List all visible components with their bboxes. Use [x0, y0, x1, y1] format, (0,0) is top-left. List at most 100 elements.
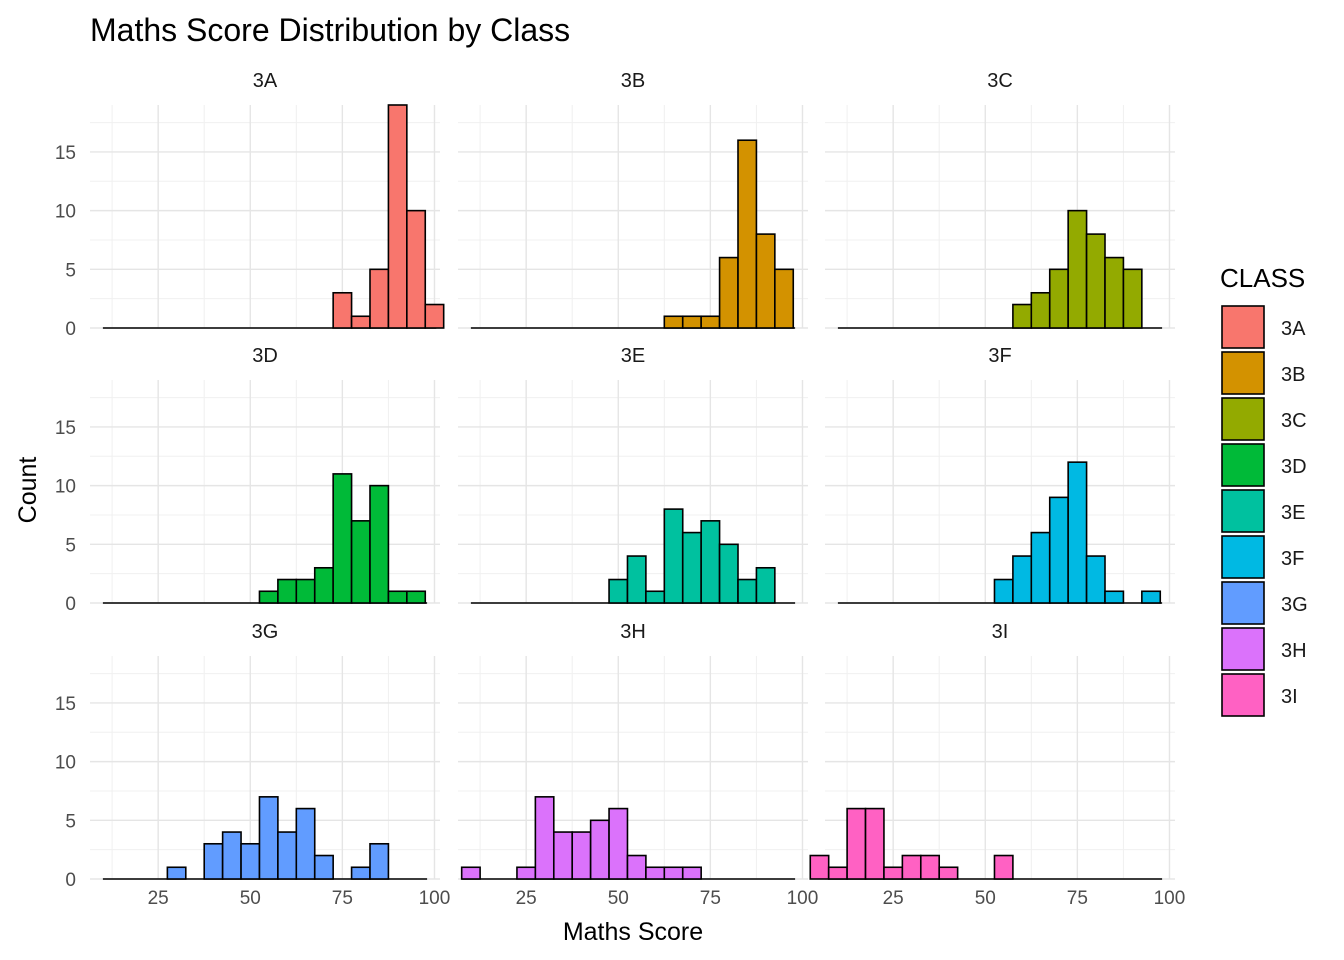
- facet-strip-label: 3F: [988, 345, 1011, 367]
- histogram-bar: [1048, 496, 1069, 604]
- histogram-bar: [571, 831, 592, 880]
- histogram-bar: [1067, 209, 1088, 329]
- histogram-bar: [552, 831, 574, 880]
- legend-label: 3C: [1281, 410, 1307, 432]
- histogram-bar: [827, 866, 848, 880]
- histogram-bar: [369, 484, 390, 604]
- facet-strip-label: 3I: [992, 621, 1009, 643]
- y-tick-label: 15: [55, 418, 76, 439]
- histogram-bar: [718, 256, 739, 329]
- panel-grid: [458, 656, 808, 880]
- facet-panel-3e: 3E: [458, 345, 808, 604]
- facet-strip-label: 3A: [253, 70, 278, 92]
- histogram-bar: [1048, 268, 1069, 329]
- histogram-bar: [258, 590, 279, 604]
- histogram-bar: [295, 807, 316, 880]
- histogram-bar: [1030, 531, 1051, 604]
- legend-item-3b: 3B: [1221, 351, 1305, 395]
- histogram-bar: [755, 566, 776, 604]
- y-tick-label: 10: [55, 753, 76, 774]
- legend-items: 3A 3B 3C 3D 3E 3F 3G 3H 3I: [1221, 305, 1308, 717]
- histogram-bar: [663, 315, 684, 329]
- histogram-bar: [221, 831, 242, 880]
- x-tick-label: 75: [700, 888, 721, 909]
- histogram-bar: [424, 303, 445, 329]
- facet-panels: 3A 0 5 10 15 3B 3C 3D 0 5 10 15 3E 3F 3G 0 5 10 15 3H 3I: [55, 70, 1175, 891]
- histogram-bar: [332, 291, 353, 329]
- histogram-bar: [1085, 555, 1106, 604]
- legend-swatch: [1221, 397, 1265, 441]
- histogram-bar: [460, 866, 481, 880]
- legend-swatch: [1221, 627, 1265, 671]
- facet-panel-3b: 3B: [458, 70, 808, 329]
- legend-swatch: [1221, 443, 1265, 487]
- histogram-bar: [645, 866, 666, 880]
- histogram-bar: [1012, 555, 1033, 604]
- legend-swatch: [1221, 489, 1265, 533]
- legend-label: 3G: [1281, 594, 1308, 616]
- histogram-bar: [883, 866, 904, 880]
- x-tick-label: 25: [148, 888, 169, 909]
- x-tick-label: 50: [240, 888, 261, 909]
- histogram-bar: [681, 531, 702, 604]
- histogram-bar: [369, 842, 390, 880]
- legend-title: CLASS: [1220, 263, 1305, 293]
- histogram-bar: [901, 854, 922, 880]
- histogram-bar: [626, 555, 647, 604]
- facet-strip-label: 3C: [987, 70, 1013, 92]
- histogram-bar: [406, 590, 427, 604]
- legend-swatch: [1221, 305, 1265, 349]
- histogram-bar: [700, 520, 721, 604]
- panel-grid: [90, 656, 440, 880]
- legend: CLASS 3A 3B 3C 3D 3E 3F 3G 3H 3I: [1220, 263, 1308, 717]
- histogram-bar: [774, 268, 795, 329]
- histogram-bar: [993, 854, 1014, 880]
- histogram-bar: [1104, 590, 1125, 604]
- histogram-bar: [313, 566, 334, 604]
- x-tick-label: 100: [419, 888, 451, 909]
- histogram-bar: [846, 807, 867, 880]
- histogram-bar: [864, 807, 885, 880]
- x-tick-label: 75: [1067, 888, 1088, 909]
- histogram-bar: [681, 315, 702, 329]
- legend-label: 3E: [1281, 502, 1305, 524]
- histogram-bar: [809, 854, 830, 880]
- histogram-bar: [166, 866, 187, 880]
- histogram-bar: [608, 807, 629, 880]
- facet-strip-label: 3B: [621, 70, 645, 92]
- legend-swatch: [1221, 673, 1265, 717]
- histogram-bar: [919, 854, 941, 880]
- x-tick-label: 50: [608, 888, 629, 909]
- legend-swatch: [1221, 581, 1265, 625]
- histogram-bar: [1122, 268, 1143, 329]
- histogram-bar: [258, 796, 279, 880]
- legend-label: 3A: [1281, 318, 1306, 340]
- histogram-bar: [993, 578, 1014, 604]
- histogram-bar: [645, 590, 666, 604]
- histogram-bar: [626, 854, 647, 880]
- x-tick-label: 100: [1154, 888, 1186, 909]
- legend-item-3e: 3E: [1221, 489, 1305, 533]
- histogram-bar: [406, 209, 427, 329]
- facet-strip-label: 3E: [621, 345, 645, 367]
- y-tick-label: 5: [65, 811, 76, 832]
- legend-label: 3F: [1281, 548, 1304, 570]
- legend-item-3f: 3F: [1221, 535, 1304, 579]
- histogram-bar: [332, 473, 353, 604]
- facet-strip-label: 3D: [252, 345, 278, 367]
- y-tick-label: 0: [65, 870, 76, 891]
- histogram-bar: [313, 854, 334, 880]
- histogram-bar: [369, 268, 390, 329]
- panel-grid: [825, 380, 1175, 604]
- y-axis-title: Count: [14, 457, 42, 524]
- y-tick-label: 15: [55, 694, 76, 715]
- histogram-bar: [277, 578, 298, 604]
- histogram-bar: [203, 842, 224, 880]
- y-tick-label: 10: [55, 202, 76, 223]
- y-tick-label: 5: [65, 535, 76, 556]
- histogram-bar: [1104, 256, 1125, 329]
- histogram-bar: [663, 866, 684, 880]
- y-tick-label: 0: [65, 594, 76, 615]
- facet-panel-3a: 3A 0 5 10 15: [55, 70, 445, 340]
